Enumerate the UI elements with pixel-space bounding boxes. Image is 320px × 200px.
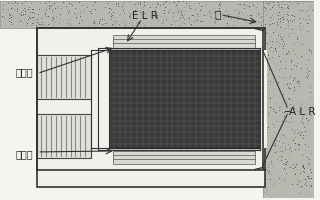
Bar bbox=[91, 51, 109, 148]
Bar bbox=[263, 2, 314, 198]
Bar bbox=[108, 51, 260, 148]
Bar bbox=[113, 151, 255, 156]
Bar bbox=[113, 44, 255, 49]
Bar bbox=[37, 29, 265, 187]
Bar bbox=[260, 51, 268, 148]
Bar bbox=[113, 36, 255, 41]
Bar bbox=[37, 114, 91, 158]
Text: E L R: E L R bbox=[132, 11, 158, 21]
Bar bbox=[37, 56, 91, 100]
Text: ベルト: ベルト bbox=[16, 148, 33, 158]
Bar bbox=[113, 155, 255, 160]
Bar bbox=[113, 40, 255, 45]
Bar bbox=[113, 159, 255, 164]
Text: 壁: 壁 bbox=[214, 9, 221, 19]
Bar bbox=[0, 2, 314, 29]
Text: A L R: A L R bbox=[289, 106, 316, 116]
Text: ベルト: ベルト bbox=[16, 67, 33, 77]
